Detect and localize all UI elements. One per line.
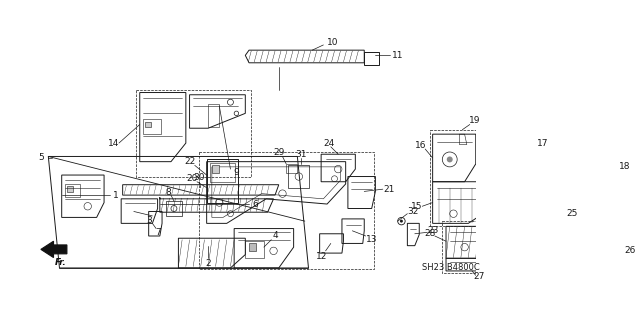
Bar bbox=[145, 122, 151, 128]
Text: 21: 21 bbox=[383, 185, 394, 194]
Bar bbox=[166, 201, 182, 216]
Text: 11: 11 bbox=[392, 51, 403, 60]
Bar bbox=[67, 186, 73, 192]
Text: 24: 24 bbox=[323, 138, 334, 148]
Text: 17: 17 bbox=[537, 138, 548, 148]
Text: 8: 8 bbox=[166, 188, 172, 197]
Bar bbox=[136, 90, 252, 177]
Text: 22: 22 bbox=[184, 157, 195, 166]
Circle shape bbox=[447, 156, 452, 162]
Text: 12: 12 bbox=[316, 252, 328, 261]
Text: 27: 27 bbox=[474, 272, 485, 281]
Text: Fr.: Fr. bbox=[55, 257, 67, 266]
Text: 23: 23 bbox=[427, 226, 438, 235]
Polygon shape bbox=[41, 241, 67, 257]
Text: 31: 31 bbox=[295, 150, 307, 159]
Text: 6: 6 bbox=[252, 200, 258, 209]
Text: 30: 30 bbox=[193, 173, 205, 182]
Text: 5: 5 bbox=[38, 153, 44, 162]
Text: 1: 1 bbox=[113, 191, 119, 200]
Bar bbox=[588, 149, 609, 194]
Text: 7: 7 bbox=[156, 228, 161, 237]
Text: 29: 29 bbox=[273, 148, 284, 157]
Bar bbox=[289, 165, 309, 188]
Text: 26: 26 bbox=[625, 246, 636, 256]
Text: 16: 16 bbox=[415, 141, 426, 150]
Text: 25: 25 bbox=[566, 209, 578, 218]
Bar bbox=[245, 241, 264, 257]
Text: 4: 4 bbox=[272, 232, 278, 241]
Text: 2: 2 bbox=[205, 259, 211, 268]
Text: 9: 9 bbox=[234, 168, 239, 177]
Bar bbox=[210, 163, 235, 182]
Text: 15: 15 bbox=[412, 202, 423, 211]
Bar bbox=[442, 221, 615, 273]
Text: 3: 3 bbox=[146, 216, 152, 225]
Circle shape bbox=[400, 220, 403, 223]
Text: 13: 13 bbox=[366, 235, 378, 244]
Text: 18: 18 bbox=[619, 162, 630, 171]
Bar bbox=[207, 160, 238, 203]
Text: SH23 B4800C: SH23 B4800C bbox=[422, 263, 480, 272]
Bar bbox=[143, 119, 161, 134]
Text: 32: 32 bbox=[407, 207, 419, 216]
Text: 28: 28 bbox=[424, 229, 435, 238]
Text: 19: 19 bbox=[468, 116, 480, 125]
Bar bbox=[249, 243, 257, 251]
Bar bbox=[286, 164, 298, 173]
Text: 14: 14 bbox=[108, 138, 120, 148]
Text: 10: 10 bbox=[327, 38, 339, 47]
Bar bbox=[212, 165, 220, 173]
Bar bbox=[429, 130, 500, 226]
Bar bbox=[65, 184, 79, 197]
Text: 20: 20 bbox=[186, 174, 198, 183]
Bar bbox=[199, 152, 374, 270]
